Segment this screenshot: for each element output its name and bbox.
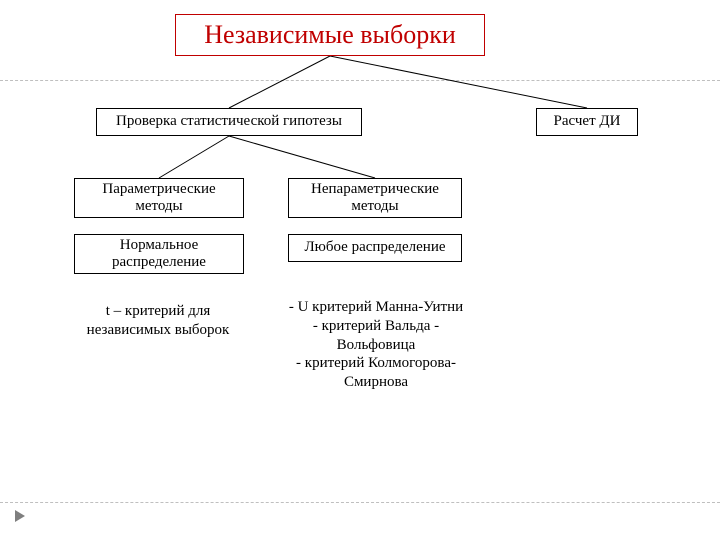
node-confidence-interval: Расчет ДИ xyxy=(536,108,638,136)
text-content: t – критерий для независимых выборок xyxy=(87,303,230,338)
node-nonparametric-methods: Непараметрические методы xyxy=(288,178,462,218)
title-text: Независимые выборки xyxy=(204,20,456,50)
node-label: Любое распределение xyxy=(304,239,445,256)
divider-top xyxy=(0,80,720,81)
node-label: Расчет ДИ xyxy=(554,113,621,130)
node-hypothesis-test: Проверка статистической гипотезы xyxy=(96,108,362,136)
list-item: U критерий Манна-Уитни xyxy=(288,298,464,317)
node-label: Параметрические методы xyxy=(83,181,235,216)
node-label: Проверка статистической гипотезы xyxy=(116,113,342,130)
node-label: Нормальное распределение xyxy=(83,237,235,272)
diagram-canvas: Независимые выборки Проверка статистичес… xyxy=(0,0,720,540)
node-parametric-methods: Параметрические методы xyxy=(74,178,244,218)
node-any-distribution: Любое распределение xyxy=(288,234,462,262)
list-item: критерий Колмогорова-Смирнова xyxy=(288,354,464,392)
play-arrow-icon xyxy=(15,510,25,522)
title-box: Независимые выборки xyxy=(175,14,485,56)
divider-bottom xyxy=(0,502,720,503)
text-t-test: t – критерий для независимых выборок xyxy=(78,302,238,340)
node-normal-distribution: Нормальное распределение xyxy=(74,234,244,274)
node-label: Непараметрические методы xyxy=(297,181,453,216)
text-nonparametric-tests: U критерий Манна-Уитникритерий Вальда - … xyxy=(288,298,464,392)
list-item: критерий Вальда - Вольфовица xyxy=(288,317,464,355)
